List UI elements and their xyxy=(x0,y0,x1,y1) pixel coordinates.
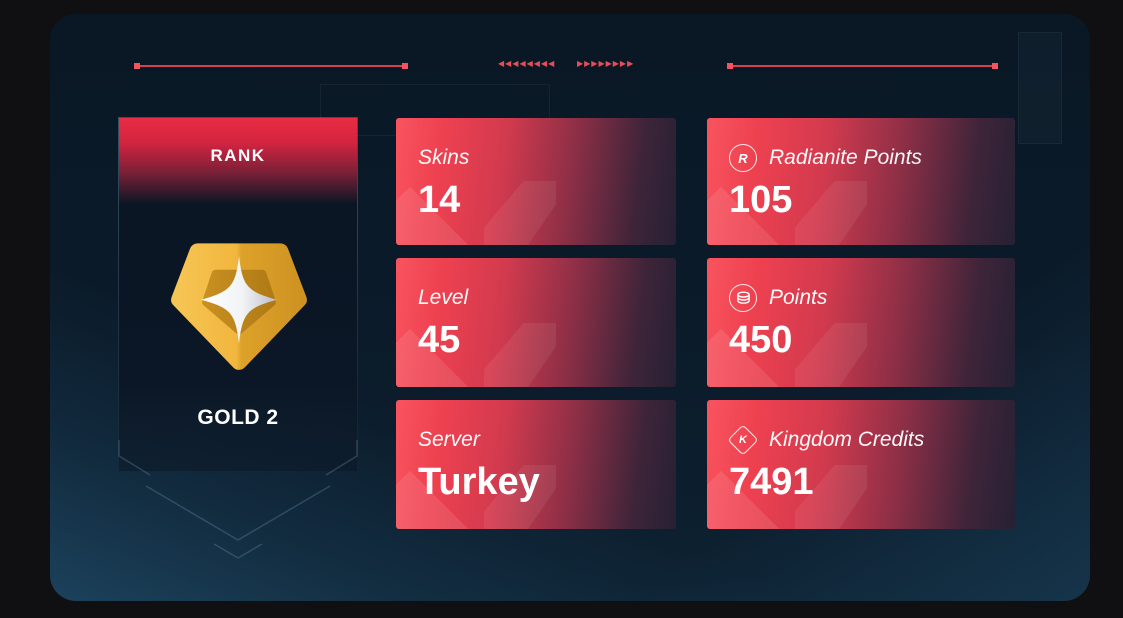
stat-label: Radianite Points xyxy=(769,146,922,169)
divider-line-right xyxy=(727,63,998,69)
stat-value: Turkey xyxy=(418,461,540,503)
rank-card: RANK xyxy=(118,117,358,472)
stat-value: 45 xyxy=(418,319,461,361)
background-map-shape xyxy=(1018,32,1062,144)
divider-line-left xyxy=(134,63,408,69)
points-coins-icon xyxy=(729,284,757,312)
stat-label: Level xyxy=(418,286,469,309)
stat-label: Points xyxy=(769,286,828,309)
stat-label: Kingdom Credits xyxy=(769,428,925,451)
stat-card-server: Server Turkey xyxy=(396,400,676,529)
rank-card-body: RANK xyxy=(119,118,357,471)
rank-header: RANK xyxy=(119,118,357,204)
gold-rank-badge-icon xyxy=(171,243,307,370)
rank-name: GOLD 2 xyxy=(197,406,279,429)
banner-tail-decoration xyxy=(118,440,358,559)
stat-label: Skins xyxy=(418,146,470,169)
stat-value: 7491 xyxy=(729,461,814,503)
stat-card-points: Points 450 xyxy=(707,258,1015,387)
kingdom-credits-icon: K xyxy=(727,424,759,456)
radianite-icon: R xyxy=(729,144,757,172)
stat-card-kingdom-credits: K Kingdom Credits 7491 xyxy=(707,400,1015,529)
stat-card-skins: Skins 14 xyxy=(396,118,676,245)
radianite-glyph: R xyxy=(738,150,748,166)
stats-panel: ◀◀◀◀◀◀◀◀ ▶▶▶▶▶▶▶▶ RANK xyxy=(50,14,1090,601)
stat-label: Server xyxy=(418,428,480,451)
stat-card-level: Level 45 xyxy=(396,258,676,387)
kingdom-glyph: K xyxy=(739,433,747,446)
stat-value: 105 xyxy=(729,179,793,221)
stats-grid: Skins 14 R Radianite Points 105 Level 45 xyxy=(396,118,1015,529)
stat-value: 14 xyxy=(418,179,461,221)
stat-card-radianite-points: R Radianite Points 105 xyxy=(707,118,1015,245)
arrows-right-icon: ▶▶▶▶▶▶▶▶ xyxy=(577,59,635,68)
stat-value: 450 xyxy=(729,319,793,361)
arrows-left-icon: ◀◀◀◀◀◀◀◀ xyxy=(498,59,556,68)
